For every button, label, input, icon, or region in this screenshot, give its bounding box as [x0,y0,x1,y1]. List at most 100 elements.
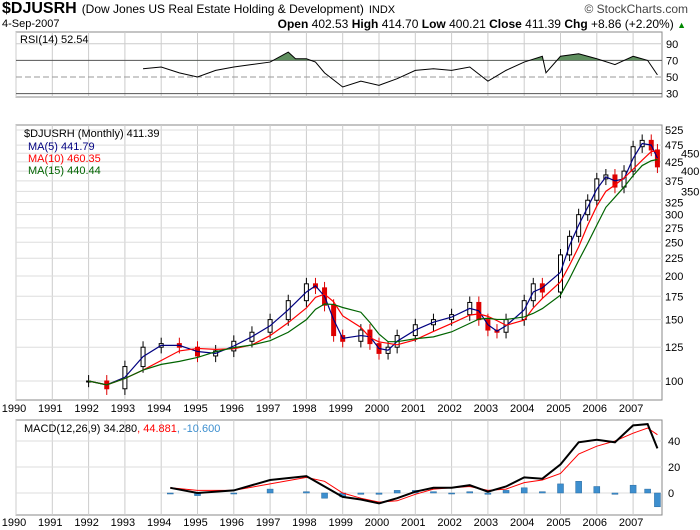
year-label: 1992 [74,517,98,529]
year-label: 1999 [328,403,352,415]
year-label: 1993 [111,403,135,415]
year-label: 2002 [437,517,461,529]
rsi-tick-label: 50 [666,72,678,84]
close-value: 411.39 [525,17,561,31]
price-tick-label: 425 [665,157,683,169]
price-tick-label: 275 [665,223,683,235]
rsi-overbought-fill [273,52,648,61]
year-label: 1993 [111,517,135,529]
year-label: 2004 [510,403,534,415]
candle-body [654,149,660,168]
year-label: 1994 [147,403,171,415]
year-label: 2007 [619,517,643,529]
rsi-legend: RSI(14) 52.54 [20,34,88,46]
macd-histogram-bar [393,490,401,494]
price-tick-label: 300 [665,210,683,222]
macd-histogram-bar [266,488,274,494]
year-label: 1997 [256,403,280,415]
price-tick-label: 375 [665,176,683,188]
macd-histogram-bar [484,492,492,495]
chg-value: +8.86 (+2.20%) [591,17,674,31]
ma10-legend: MA(10) 460.35 [28,153,101,165]
macd-histogram-bar [557,483,564,494]
price-legend: $DJUSRH (Monthly) 411.39 [24,128,160,140]
price-tick-label: 400 [681,166,699,178]
macd-histogram-bar [539,491,546,494]
macd-histogram-bar [357,492,365,495]
macd-histogram-bar [611,492,619,495]
date: 4-Sep-2007 [2,18,60,30]
year-label: 2002 [437,403,461,415]
panel-frame [15,31,663,98]
ohlc-summary: Open 402.53 High 414.70 Low 400.21 Close… [278,17,686,31]
price-tick-label: 200 [665,271,683,283]
macd-histogram-bar [593,486,601,494]
symbol: $DJUSRH [2,0,77,17]
year-label: 2005 [546,517,570,529]
macd-legend: MACD(12,26,9) 34.280, 44.881, -10.600 [24,423,220,435]
year-label: 2007 [619,403,643,415]
price-tick-label: 150 [665,315,683,327]
price-tick-label: 325 [665,198,683,210]
macd-histogram-bar [575,481,582,494]
chg-label: Chg [564,17,588,31]
year-label: 2003 [474,517,498,529]
macd-histogram-bar [375,492,383,495]
ma10-line [88,150,658,386]
year-label: 1991 [38,403,62,415]
macd-histogram-bar [466,491,473,494]
year-label: 2004 [510,517,534,529]
price-tick-label: 175 [665,291,683,303]
open-label: Open [277,17,309,31]
ma15-line [88,158,658,386]
ma15-legend: MA(15) 440.44 [28,165,101,177]
year-label: 2001 [401,403,425,415]
price-tick-label: 100 [665,376,683,388]
price-tick-label: 450 [681,148,699,160]
price-tick-label: 475 [665,140,683,152]
rsi-tick-label: 30 [666,89,678,101]
price-tick-label: 225 [665,253,683,265]
macd-histogram-bar [520,487,528,494]
macd-histogram-bar [448,492,455,495]
macd-tick-label: 40 [668,436,680,448]
panel-frame [15,124,663,401]
macd-histogram-bar [644,488,651,494]
year-label: 2006 [583,517,607,529]
year-label: 2000 [365,403,389,415]
rsi-line [143,51,658,88]
price-tick-label: 350 [681,186,699,198]
year-label: 1998 [292,403,316,415]
year-label: 1996 [220,517,244,529]
year-label: 2001 [401,517,425,529]
year-label: 2006 [583,403,607,415]
high-label: High [351,17,379,31]
year-label: 2000 [365,517,389,529]
header-row-2: 4-Sep-2007 Open 402.53 High 414.70 Low 4… [2,17,686,31]
high-value: 414.70 [381,17,419,31]
up-arrow-icon: ▲ [677,20,686,30]
close-label: Close [489,17,522,31]
macd-tick-label: 20 [668,462,680,474]
watermark: © StockCharts.com [584,2,688,16]
price-tick-label: 125 [665,342,683,354]
header-row: $DJUSRH (Dow Jones US Real Estate Holdin… [2,0,688,18]
macd-histogram-bar [629,484,637,494]
low-label: Low [421,17,446,31]
rsi-tick-label: 90 [666,39,678,51]
low-value: 400.21 [449,17,486,31]
security-name: (Dow Jones US Real Estate Holding & Deve… [81,2,364,16]
year-label: 1995 [183,403,207,415]
macd-histogram-bar [654,492,661,508]
macd-histogram-bar [430,491,437,494]
year-label: 1990 [2,517,26,529]
macd-tick-label: 0 [668,488,674,500]
price-tick-label: 250 [665,237,683,249]
year-label: 2005 [546,403,570,415]
exchange: INDX [368,4,396,16]
macd-line [170,423,659,505]
year-label: 1997 [256,517,280,529]
macd-histogram-bar [230,492,238,495]
